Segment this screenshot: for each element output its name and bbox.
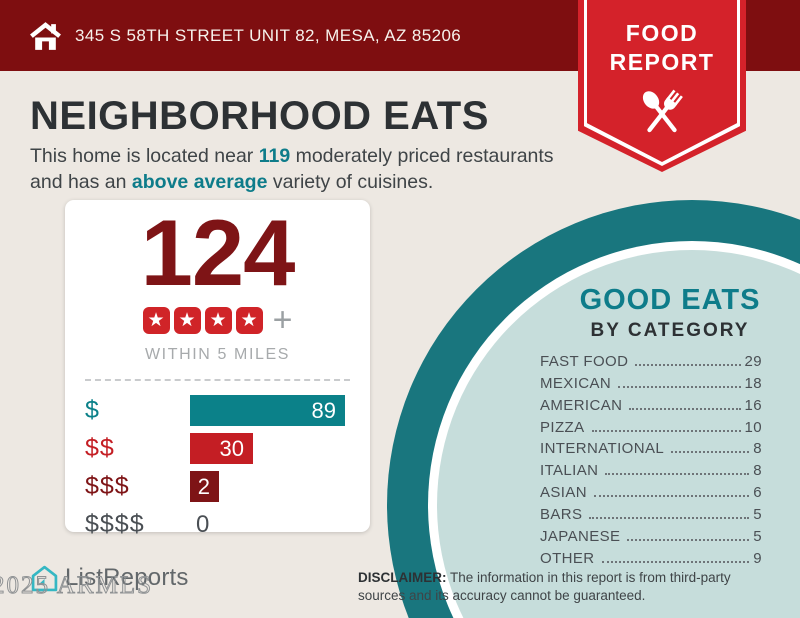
listreports-house-icon bbox=[31, 565, 58, 591]
price-level-label: $$$ bbox=[85, 472, 130, 501]
category-label: AMERICAN bbox=[540, 396, 623, 414]
star-icon: ★ bbox=[173, 306, 201, 334]
price-bar: 89 bbox=[190, 395, 345, 427]
radius-label: WITHIN 5 MILES bbox=[144, 346, 291, 364]
restaurant-count: 119 bbox=[258, 145, 291, 167]
category-count: 5 bbox=[753, 528, 762, 546]
star-icon: ★ bbox=[235, 306, 263, 334]
list-item: PIZZA 10 bbox=[540, 414, 762, 436]
star-icon: ★ bbox=[142, 306, 170, 334]
badge-content: FOOD REPORT bbox=[578, 0, 746, 149]
list-item: MEXICAN 18 bbox=[540, 370, 762, 392]
bar-track: 0 bbox=[190, 509, 350, 540]
category-list: FAST FOOD 29 MEXICAN 18 AMERICAN 16 PIZZA 10… bbox=[540, 348, 762, 567]
home-icon bbox=[30, 21, 61, 50]
price-bar-row: $ 89 bbox=[85, 395, 350, 427]
intro-prefix: This home is located near bbox=[30, 145, 259, 167]
page-title: NEIGHBORHOOD EATS bbox=[30, 94, 489, 138]
category-label: FAST FOOD bbox=[540, 352, 629, 370]
category-count: 9 bbox=[753, 549, 762, 567]
intro-suffix: variety of cuisines. bbox=[267, 170, 434, 193]
price-bar-row: $$$$ 0 bbox=[85, 509, 350, 540]
category-count: 10 bbox=[744, 418, 762, 436]
price-bar-row: $$$ 2 bbox=[85, 471, 350, 503]
logo-text: ListReports bbox=[65, 564, 189, 591]
dotted-leader bbox=[594, 495, 750, 498]
intro-middle: moderately priced restaurants and has an bbox=[30, 145, 554, 193]
dotted-leader bbox=[601, 560, 750, 563]
bar-track: 89 bbox=[190, 395, 350, 427]
bar-track: 2 bbox=[190, 471, 350, 503]
category-label: MEXICAN bbox=[540, 374, 612, 392]
dotted-leader bbox=[635, 363, 741, 366]
category-count: 6 bbox=[753, 484, 762, 502]
dotted-leader bbox=[627, 539, 750, 542]
good-eats-subtitle: BY CATEGORY bbox=[590, 320, 750, 341]
list-item: OTHER 9 bbox=[540, 545, 762, 567]
dotted-leader bbox=[589, 517, 750, 520]
badge-title-line2: REPORT bbox=[609, 49, 715, 75]
disclaimer-label: DISCLAIMER: bbox=[358, 570, 447, 585]
category-count: 16 bbox=[744, 396, 762, 414]
armls-watermark: 2025 ARMLS bbox=[0, 572, 154, 600]
price-level-label: $$ bbox=[85, 434, 115, 463]
category-label: OTHER bbox=[540, 549, 595, 567]
category-count: 8 bbox=[753, 462, 762, 480]
summary-card: 124 ★ ★ ★ ★ + WITHIN 5 MILES $ 89 $$ 30 bbox=[65, 200, 370, 538]
price-bar: 2 bbox=[190, 471, 219, 503]
price-bar: 30 bbox=[190, 433, 253, 465]
price-level-label: $$$$ bbox=[85, 510, 145, 539]
dotted-leader bbox=[618, 385, 741, 388]
good-eats-header: GOOD EATS BY CATEGORY bbox=[560, 284, 780, 342]
good-eats-title: GOOD EATS bbox=[579, 284, 761, 316]
property-address: 345 S 58TH STREET UNIT 82, MESA, AZ 8520… bbox=[75, 25, 462, 45]
badge-title-line1: FOOD bbox=[625, 20, 699, 46]
star-rating: ★ ★ ★ ★ + bbox=[65, 303, 370, 337]
list-item: ITALIAN 8 bbox=[540, 457, 762, 479]
price-level-chart: $ 89 $$ 30 $$$ 2 $$$$ 0 bbox=[85, 395, 350, 540]
plus-sign: + bbox=[272, 301, 293, 340]
category-count: 18 bbox=[744, 374, 762, 392]
category-count: 5 bbox=[753, 506, 762, 524]
list-item: BARS 5 bbox=[540, 501, 762, 523]
intro-highlight: above average bbox=[131, 170, 268, 193]
total-restaurant-count: 124 bbox=[140, 200, 296, 305]
zero-value-label: 0 bbox=[196, 511, 210, 539]
price-level-label: $ bbox=[85, 396, 100, 425]
category-count: 29 bbox=[744, 352, 762, 370]
price-bar-row: $$ 30 bbox=[85, 433, 350, 465]
list-item: ASIAN 6 bbox=[540, 479, 762, 501]
dotted-leader bbox=[629, 407, 741, 410]
category-label: INTERNATIONAL bbox=[540, 440, 665, 458]
star-icon: ★ bbox=[204, 306, 232, 334]
food-report-badge: FOOD REPORT bbox=[578, 0, 746, 172]
listreports-logo: ListReports bbox=[31, 564, 189, 592]
intro-text: This home is located near 119 moderately… bbox=[30, 144, 578, 196]
category-label: PIZZA bbox=[540, 418, 585, 436]
category-label: ASIAN bbox=[540, 484, 588, 502]
list-item: FAST FOOD 29 bbox=[540, 348, 762, 370]
disclaimer-text: DISCLAIMER: The information in this repo… bbox=[358, 569, 770, 605]
category-label: ITALIAN bbox=[540, 462, 599, 480]
category-label: JAPANESE bbox=[540, 528, 621, 546]
list-item: INTERNATIONAL 8 bbox=[540, 436, 762, 458]
dotted-leader bbox=[605, 473, 750, 476]
dotted-leader bbox=[591, 429, 741, 432]
list-item: JAPANESE 5 bbox=[540, 523, 762, 545]
crossed-spoon-fork-icon bbox=[578, 84, 746, 149]
disclaimer-body: The information in this report is from t… bbox=[358, 570, 731, 604]
list-item: AMERICAN 16 bbox=[540, 392, 762, 414]
category-label: BARS bbox=[540, 506, 583, 524]
dashed-divider bbox=[85, 379, 350, 382]
dotted-leader bbox=[671, 451, 750, 454]
bar-track: 30 bbox=[190, 433, 350, 465]
category-count: 8 bbox=[753, 440, 762, 458]
badge-inner-shape bbox=[587, 0, 737, 162]
